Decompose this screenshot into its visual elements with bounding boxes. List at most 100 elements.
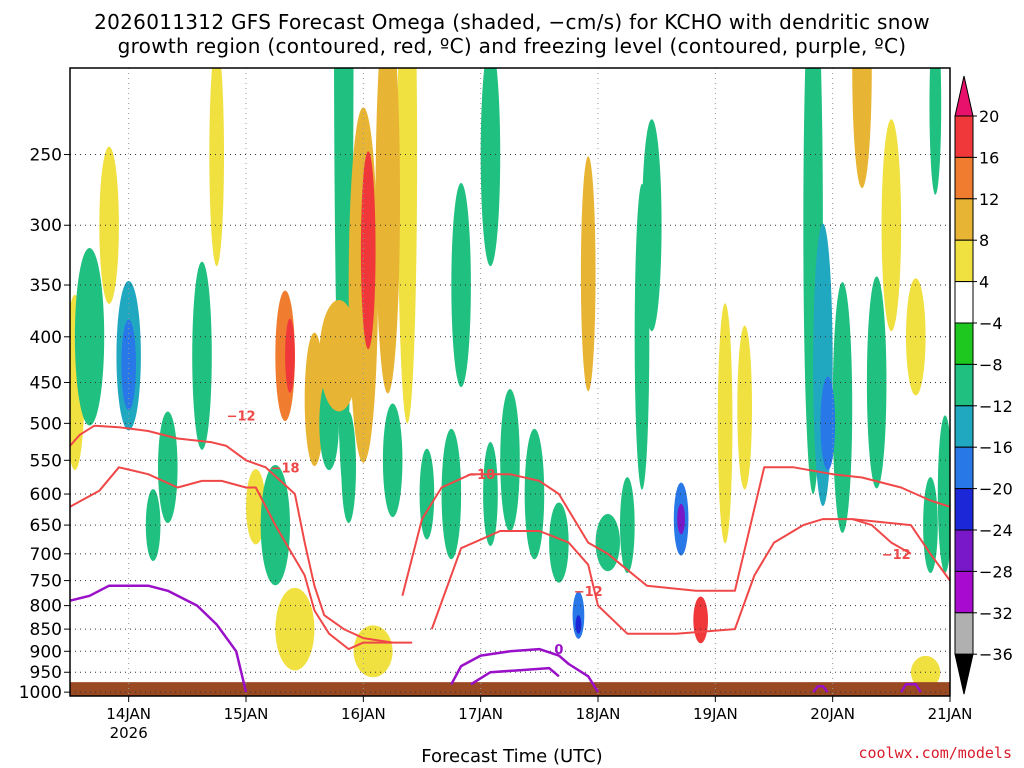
omega-cell — [285, 318, 295, 393]
omega-cell — [677, 503, 686, 535]
omega-cell — [145, 489, 161, 561]
omega-cell — [209, 68, 224, 267]
omega-cell — [192, 261, 212, 450]
omega-cell — [642, 119, 662, 332]
freezing-contour — [70, 584, 248, 693]
omega-cell — [575, 615, 582, 634]
y-tick-label: 600 — [30, 485, 62, 505]
y-tick-label: 750 — [30, 572, 62, 592]
y-tick-label: 850 — [30, 620, 62, 640]
omega-cell — [74, 248, 105, 426]
y-tick-label: 1000 — [19, 683, 62, 703]
colorbar-label: −8 — [979, 355, 1003, 374]
dgz-contour-label: −18 — [466, 468, 495, 483]
omega-cell — [881, 119, 902, 332]
freezing-contour-label: 0 — [554, 643, 563, 658]
omega-cell — [937, 415, 950, 573]
y-tick-label: 800 — [30, 597, 62, 617]
dgz-contour — [401, 466, 950, 597]
omega-cell — [99, 146, 119, 304]
y-tick-label: 450 — [30, 373, 62, 393]
colorbar-top-arrow — [954, 75, 974, 117]
ground-surface — [70, 682, 950, 696]
colorbar-box — [954, 612, 974, 655]
chart-title-line-1: 2026011312 GFS Forecast Omega (shaded, −… — [94, 10, 930, 34]
omega-cell — [397, 68, 418, 424]
omega-cell — [441, 428, 462, 560]
omega-cell — [524, 428, 545, 560]
freezing-contour — [470, 666, 560, 686]
colorbar-label: −24 — [979, 521, 1013, 540]
omega-cell — [360, 151, 376, 350]
colorbar-box — [954, 239, 974, 283]
colorbar-box — [954, 281, 974, 324]
freezing-contour — [450, 647, 600, 693]
grid-lines — [70, 68, 951, 696]
dgz-contour-label: −12 — [227, 410, 256, 425]
dgz-contour-label: −18 — [271, 461, 300, 476]
y-tick-label: 500 — [30, 414, 62, 434]
y-tick-label: 650 — [30, 516, 62, 536]
colorbar-box — [954, 198, 974, 241]
y-tick-label: 950 — [30, 663, 62, 683]
omega-cell — [353, 625, 393, 678]
x-tick-label: 14JAN — [106, 705, 151, 723]
colorbar-label: −16 — [979, 438, 1013, 457]
colorbar-box — [954, 446, 974, 490]
colorbar-bottom-arrow — [954, 653, 974, 695]
colorbar-label: 20 — [979, 107, 999, 126]
omega-cell — [929, 68, 942, 195]
omega-cell — [121, 319, 136, 411]
colorbar-box — [954, 156, 974, 200]
omega-cell — [451, 183, 471, 388]
colorbar-label: −20 — [979, 480, 1013, 499]
dgz-contour — [70, 424, 393, 644]
omega-cell — [832, 282, 853, 533]
x-tick-label: 17JAN — [458, 705, 503, 723]
colorbar-box — [954, 529, 974, 572]
omega-cell — [382, 403, 403, 518]
credit-link[interactable]: coolwx.com/models — [858, 744, 1012, 762]
omega-cell — [866, 276, 887, 489]
x-tick-sublabel: 2026 — [110, 724, 148, 742]
omega-cell — [480, 68, 501, 267]
colorbar-box — [954, 322, 974, 365]
dgz-contour — [851, 518, 912, 555]
omega-shading — [70, 68, 950, 689]
x-tick-label: 19JAN — [693, 705, 738, 723]
omega-cell — [595, 514, 620, 572]
omega-cell — [419, 448, 435, 540]
omega-cell — [820, 376, 836, 471]
contour-lines: −12 −18 −18 −12 −12 0 — [70, 410, 950, 693]
colorbar-label: −4 — [979, 314, 1003, 333]
dgz-contour-label: −12 — [574, 585, 603, 600]
colorbar-label: −32 — [979, 604, 1013, 623]
x-tick-label: 20JAN — [810, 705, 855, 723]
y-tick-label: 550 — [30, 451, 62, 471]
y-tick-label: 700 — [30, 545, 62, 565]
colorbar-label: −28 — [979, 562, 1013, 581]
omega-cell — [341, 411, 356, 524]
colorbar-box — [954, 488, 974, 531]
colorbar-label: 16 — [979, 148, 999, 167]
freezing-contour — [900, 683, 922, 693]
x-tick-label: 15JAN — [224, 705, 269, 723]
colorbar-label: −36 — [979, 645, 1013, 664]
x-tick-label: 18JAN — [576, 705, 621, 723]
y-tick-label: 400 — [30, 328, 62, 348]
omega-cell — [693, 596, 709, 644]
chart-title-line-2: growth region (contoured, red, ºC) and f… — [117, 34, 907, 58]
dgz-contour — [70, 466, 413, 651]
dgz-contour-label: −12 — [882, 548, 911, 563]
x-axis-label: Forecast Time (UTC) — [421, 746, 603, 767]
colorbar-box — [954, 570, 974, 614]
omega-cell — [549, 502, 569, 583]
omega-cell — [304, 332, 325, 467]
colorbar-box — [954, 363, 974, 407]
colorbar: 20 16 12 8 4 −4 −8 −12 −16 −20 −24 −28 −32 −36 — [954, 75, 1013, 695]
plot-axes: 2503003504004505005506006507007508008509… — [19, 67, 972, 742]
colorbar-box — [954, 115, 974, 158]
omega-cell — [319, 299, 359, 412]
omega-cell — [572, 591, 585, 639]
